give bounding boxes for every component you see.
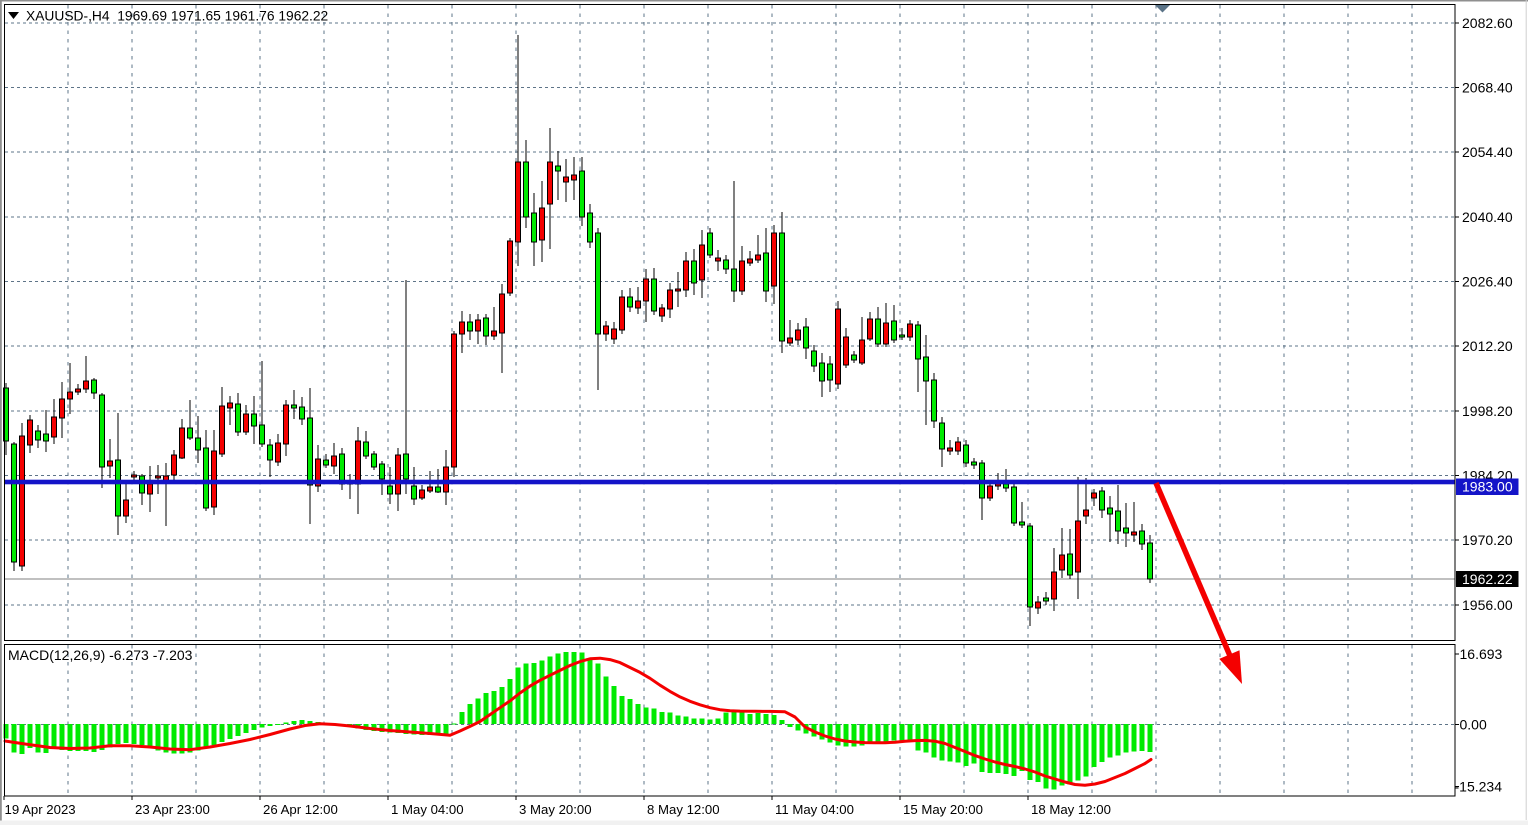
- svg-text:18 May 12:00: 18 May 12:00: [1031, 802, 1111, 817]
- svg-text:1998.20: 1998.20: [1462, 403, 1513, 419]
- svg-text:XAUUSD-,H4 1969.69 1971.65 19: XAUUSD-,H4 1969.69 1971.65 1961.76 1962.…: [26, 9, 328, 24]
- svg-text:1962.22: 1962.22: [1462, 571, 1513, 587]
- svg-text:15 May 20:00: 15 May 20:00: [903, 802, 983, 817]
- svg-text:2068.40: 2068.40: [1462, 80, 1513, 96]
- svg-text:1970.20: 1970.20: [1462, 532, 1513, 548]
- svg-text:1 May 04:00: 1 May 04:00: [391, 802, 464, 817]
- svg-text:3 May 20:00: 3 May 20:00: [519, 802, 592, 817]
- svg-text:2040.40: 2040.40: [1462, 209, 1513, 225]
- svg-text:2054.40: 2054.40: [1462, 144, 1513, 160]
- svg-text:2026.40: 2026.40: [1462, 274, 1513, 290]
- svg-text:26 Apr 12:00: 26 Apr 12:00: [263, 802, 338, 817]
- svg-text:1983.00: 1983.00: [1462, 479, 1513, 495]
- svg-text:8 May 12:00: 8 May 12:00: [647, 802, 720, 817]
- svg-text:1956.00: 1956.00: [1462, 597, 1513, 613]
- svg-text:0.00: 0.00: [1460, 716, 1487, 732]
- svg-text:2012.20: 2012.20: [1462, 338, 1513, 354]
- svg-text:23 Apr 23:00: 23 Apr 23:00: [135, 802, 210, 817]
- svg-text:MACD(12,26,9) -6.273 -7.203: MACD(12,26,9) -6.273 -7.203: [8, 647, 193, 663]
- svg-text:19 Apr 2023: 19 Apr 2023: [5, 802, 76, 817]
- svg-text:11 May 04:00: 11 May 04:00: [775, 802, 854, 817]
- svg-text:-15.234: -15.234: [1455, 778, 1503, 794]
- svg-text:2082.60: 2082.60: [1462, 15, 1513, 31]
- svg-text:16.693: 16.693: [1460, 646, 1503, 662]
